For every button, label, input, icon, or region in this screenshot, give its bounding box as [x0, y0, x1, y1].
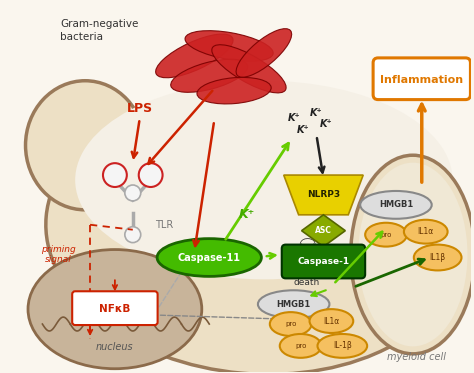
Text: IL1β: IL1β [429, 253, 446, 262]
Text: IL1α: IL1α [418, 227, 434, 236]
Text: pro: pro [285, 321, 296, 327]
Ellipse shape [212, 45, 286, 93]
Polygon shape [301, 215, 345, 247]
Circle shape [125, 227, 141, 242]
Text: HMGB1: HMGB1 [379, 200, 413, 209]
Text: ☠: ☠ [293, 238, 320, 267]
Ellipse shape [155, 34, 233, 78]
Text: priming
signal: priming signal [41, 245, 76, 264]
Text: ASC: ASC [315, 226, 332, 235]
Ellipse shape [365, 223, 407, 247]
Ellipse shape [26, 81, 145, 210]
Text: NFκB: NFκB [99, 304, 131, 314]
Ellipse shape [280, 334, 321, 358]
Ellipse shape [310, 309, 353, 333]
Ellipse shape [197, 78, 271, 104]
Circle shape [125, 185, 141, 201]
Ellipse shape [318, 334, 367, 358]
Text: Inflammation: Inflammation [380, 75, 464, 85]
Text: cell
death: cell death [293, 268, 319, 287]
Text: Caspase-1: Caspase-1 [297, 257, 349, 266]
FancyBboxPatch shape [282, 245, 365, 278]
Ellipse shape [351, 155, 474, 354]
Text: Caspase-11: Caspase-11 [178, 253, 241, 263]
Text: pro: pro [380, 232, 392, 238]
Circle shape [103, 163, 127, 187]
Text: NLRP3: NLRP3 [307, 191, 340, 200]
Ellipse shape [75, 81, 453, 279]
Ellipse shape [46, 95, 462, 373]
Text: IL1α: IL1α [323, 317, 339, 326]
Text: K⁺: K⁺ [287, 113, 300, 123]
Ellipse shape [404, 220, 447, 244]
Text: K⁺: K⁺ [310, 107, 323, 117]
Polygon shape [284, 175, 363, 215]
Circle shape [139, 163, 163, 187]
Ellipse shape [157, 239, 261, 276]
Text: K⁺: K⁺ [320, 119, 333, 129]
Ellipse shape [270, 312, 311, 336]
Text: K⁺: K⁺ [239, 208, 255, 221]
Text: LPS: LPS [127, 102, 153, 115]
Text: K⁺: K⁺ [297, 125, 310, 135]
Ellipse shape [185, 31, 273, 61]
Text: pro: pro [295, 343, 306, 349]
Ellipse shape [171, 59, 248, 92]
FancyBboxPatch shape [72, 291, 158, 325]
FancyBboxPatch shape [373, 58, 470, 100]
Ellipse shape [90, 135, 170, 215]
Text: nucleus: nucleus [96, 342, 134, 352]
Text: TLR: TLR [155, 220, 173, 230]
Text: Gram-negative
bacteria: Gram-negative bacteria [60, 19, 139, 41]
Ellipse shape [414, 245, 462, 270]
Ellipse shape [28, 250, 202, 369]
Text: HMGB1: HMGB1 [276, 300, 311, 309]
Ellipse shape [358, 163, 467, 347]
Text: myeloid cell: myeloid cell [387, 352, 446, 362]
Ellipse shape [236, 29, 292, 77]
Ellipse shape [258, 290, 329, 318]
Text: IL-1β: IL-1β [333, 341, 352, 350]
Ellipse shape [360, 191, 432, 219]
